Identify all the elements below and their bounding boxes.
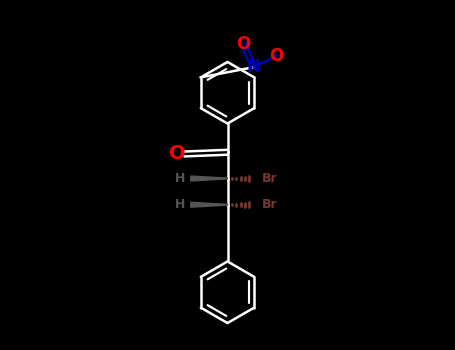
Text: N: N: [247, 58, 261, 76]
Text: H: H: [175, 172, 186, 185]
Polygon shape: [191, 176, 228, 181]
Text: Br: Br: [262, 172, 278, 185]
Text: Br: Br: [262, 198, 278, 211]
Text: O: O: [269, 47, 283, 65]
Text: O: O: [236, 35, 250, 53]
Text: H: H: [175, 198, 186, 211]
Polygon shape: [191, 202, 228, 207]
Text: O: O: [169, 145, 186, 163]
